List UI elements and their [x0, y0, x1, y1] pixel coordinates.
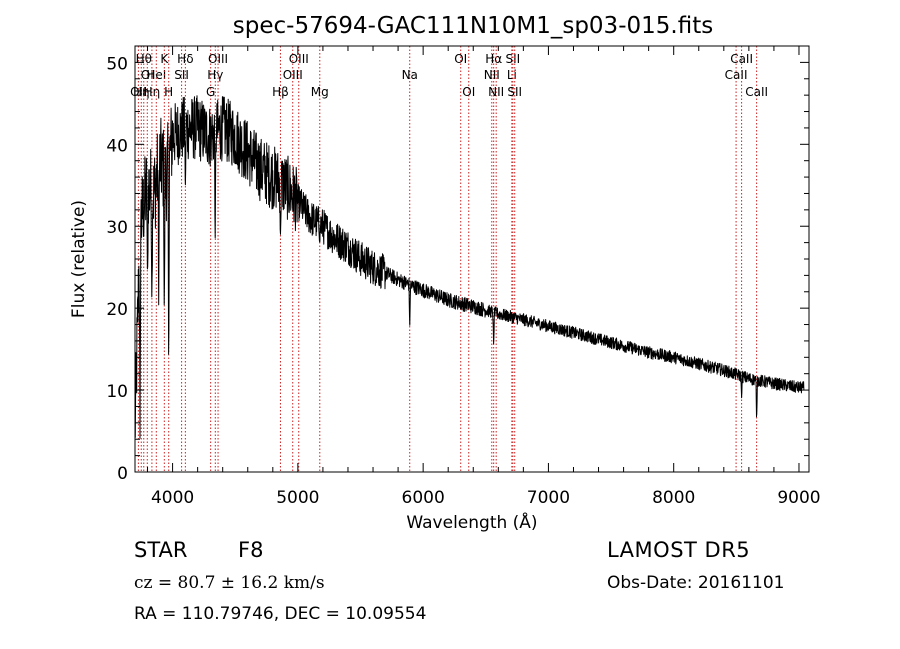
line-label: CaII [730, 52, 753, 66]
line-label: Na [402, 68, 418, 82]
line-label: Hδ [177, 52, 193, 66]
line-label: SII [505, 52, 520, 66]
chart-title: spec-57694-GAC111N10M1_sp03-015.fits [233, 13, 713, 39]
line-label: OIII [283, 68, 303, 82]
line-label: OI [141, 68, 154, 82]
redshift-velocity: cz = 80.7 ± 16.2 km/s [134, 573, 325, 593]
line-label: CaII [745, 85, 768, 99]
axes: 4000 5000 6000 7000 8000 9000 0 10 20 30 40 50 [106, 46, 821, 508]
y-tick-label: 30 [106, 218, 128, 238]
x-axis-label: Wavelength (Å) [406, 511, 537, 533]
line-label: K [160, 52, 169, 66]
x-tick-label: 4000 [151, 488, 194, 508]
y-tick-label: 50 [106, 54, 128, 74]
line-label: Li [507, 68, 517, 82]
line-label: NII [488, 85, 504, 99]
line-label: SII [174, 68, 189, 82]
line-label: H [164, 85, 173, 99]
y-tick-label: 40 [106, 136, 128, 156]
line-label: OIII [208, 52, 228, 66]
line-label: Hα [485, 52, 502, 66]
x-tick-label: 8000 [652, 488, 695, 508]
y-tick-label: 20 [106, 300, 128, 320]
spectrum-series [134, 95, 805, 439]
x-tick-label: 9000 [777, 488, 820, 508]
line-label: G [206, 85, 215, 99]
line-label: OI [462, 85, 475, 99]
line-label: Hγ [207, 68, 223, 82]
line-label: OI [454, 52, 467, 66]
plot-frame [134, 45, 810, 473]
x-tick-label: 7000 [527, 488, 570, 508]
line-label: CaII [725, 68, 748, 82]
survey-name: LAMOST DR5 [607, 538, 751, 562]
object-type: STAR [134, 538, 188, 562]
y-axis-label: Flux (relative) [69, 200, 89, 318]
y-tick-label: 10 [106, 382, 128, 402]
spectrum-line [134, 95, 805, 439]
line-markers: OIIHηHθOIHηHeIKHSIIHδGHγOIIIHβOIIIOIIIMg… [130, 46, 768, 472]
line-label: OIII [289, 52, 309, 66]
line-label: Mg [311, 85, 329, 99]
line-label: NII [484, 68, 500, 82]
object-subclass: F8 [238, 538, 264, 562]
x-tick-label: 6000 [402, 488, 445, 508]
y-tick-label: 0 [117, 464, 128, 484]
line-label: HeI [146, 68, 166, 82]
line-label: Hβ [272, 85, 289, 99]
line-label: Hθ [136, 52, 152, 66]
observation-date: Obs-Date: 20161101 [607, 573, 785, 593]
x-tick-label: 5000 [276, 488, 319, 508]
line-label: Hη [144, 85, 161, 99]
line-label: SII [507, 85, 522, 99]
ra-dec-coordinates: RA = 110.79746, DEC = 10.09554 [134, 604, 427, 624]
line-label: OII [130, 85, 147, 99]
